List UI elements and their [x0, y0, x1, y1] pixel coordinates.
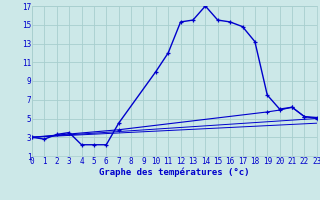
- X-axis label: Graphe des températures (°c): Graphe des températures (°c): [99, 167, 250, 177]
